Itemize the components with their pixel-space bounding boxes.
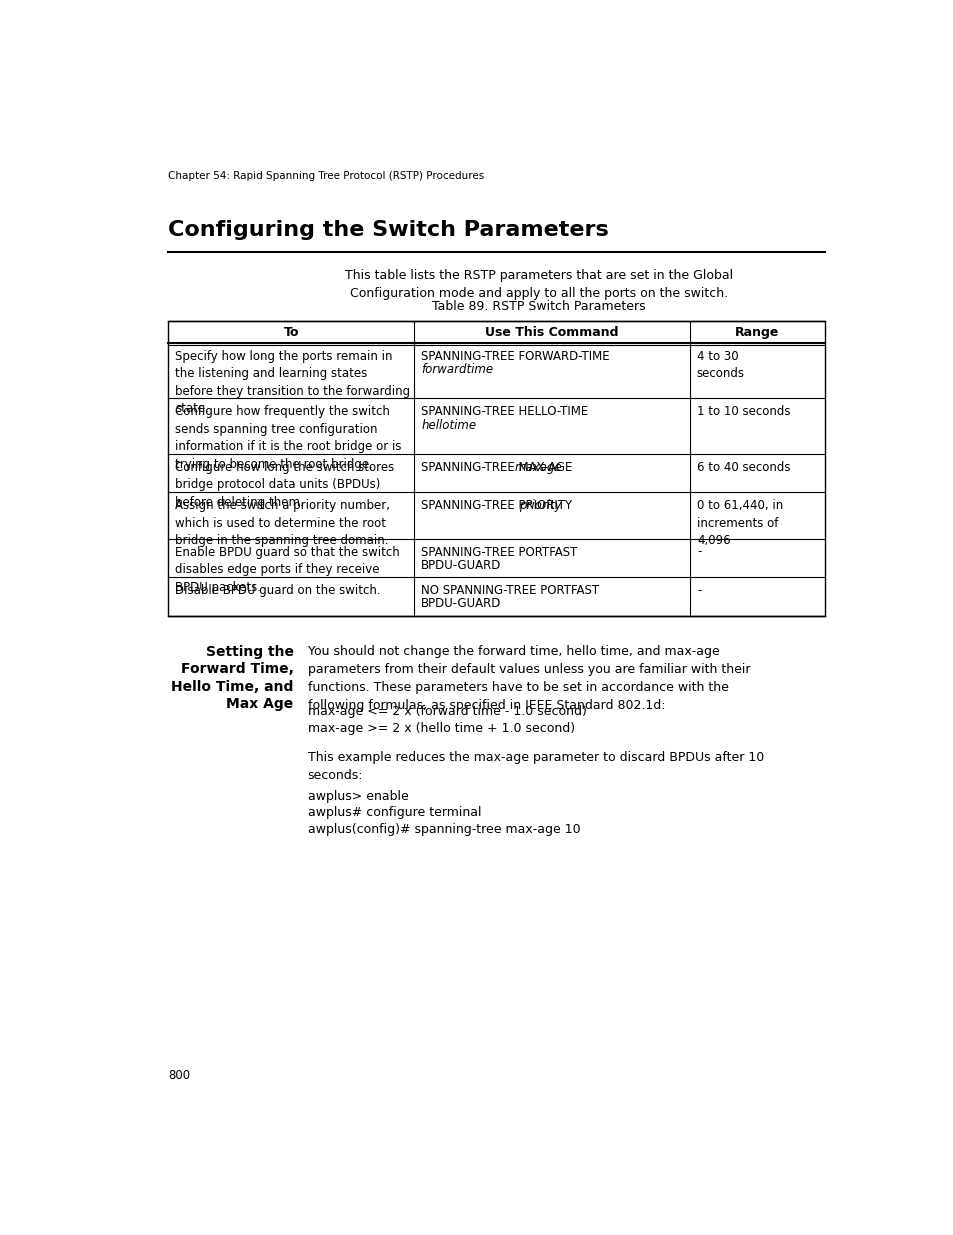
Text: Range: Range — [734, 326, 779, 338]
Text: SPANNING-TREE FORWARD-TIME: SPANNING-TREE FORWARD-TIME — [421, 350, 609, 363]
Text: This example reduces the max-age parameter to discard BPDUs after 10
seconds:: This example reduces the max-age paramet… — [307, 751, 763, 782]
Text: Chapter 54: Rapid Spanning Tree Protocol (RSTP) Procedures: Chapter 54: Rapid Spanning Tree Protocol… — [168, 172, 484, 182]
Text: Table 89. RSTP Switch Parameters: Table 89. RSTP Switch Parameters — [432, 300, 645, 312]
Text: BPDU-GUARD: BPDU-GUARD — [421, 598, 501, 610]
Text: hellotime: hellotime — [421, 419, 476, 432]
Text: awplus# configure terminal: awplus# configure terminal — [307, 806, 480, 819]
Text: SPANNING-TREE PORTFAST: SPANNING-TREE PORTFAST — [421, 546, 577, 558]
Text: 4 to 30
seconds: 4 to 30 seconds — [697, 350, 744, 380]
Text: SPANNING-TREE HELLO-TIME: SPANNING-TREE HELLO-TIME — [421, 405, 588, 419]
Text: SPANNING-TREE MAX-AGE: SPANNING-TREE MAX-AGE — [421, 461, 576, 474]
Text: BPDU-GUARD: BPDU-GUARD — [421, 559, 501, 572]
Text: Hello Time, and: Hello Time, and — [172, 679, 294, 694]
Text: NO SPANNING-TREE PORTFAST: NO SPANNING-TREE PORTFAST — [421, 584, 598, 597]
Text: Specify how long the ports remain in
the listening and learning states
before th: Specify how long the ports remain in the… — [174, 350, 410, 415]
Text: max-age <= 2 x (forward time - 1.0 second): max-age <= 2 x (forward time - 1.0 secon… — [307, 705, 586, 718]
Text: max-age >= 2 x (hello time + 1.0 second): max-age >= 2 x (hello time + 1.0 second) — [307, 721, 574, 735]
Text: You should not change the forward time, hello time, and max-age
parameters from : You should not change the forward time, … — [307, 645, 749, 711]
Text: -: - — [697, 546, 700, 558]
Text: maxage: maxage — [515, 461, 562, 474]
Text: Forward Time,: Forward Time, — [180, 662, 294, 677]
Text: awplus(config)# spanning-tree max-age 10: awplus(config)# spanning-tree max-age 10 — [307, 823, 579, 836]
Text: Configure how long the switch stores
bridge protocol data units (BPDUs)
before d: Configure how long the switch stores bri… — [174, 461, 394, 509]
Text: Assign the switch a priority number,
which is used to determine the root
bridge : Assign the switch a priority number, whi… — [174, 499, 390, 547]
Text: Disable BPDU guard on the switch.: Disable BPDU guard on the switch. — [174, 584, 380, 597]
Text: 0 to 61,440, in
increments of
4,096: 0 to 61,440, in increments of 4,096 — [697, 499, 782, 547]
Text: This table lists the RSTP parameters that are set in the Global
Configuration mo: This table lists the RSTP parameters tha… — [344, 269, 732, 300]
Text: Max Age: Max Age — [226, 697, 294, 711]
Text: -: - — [697, 584, 700, 597]
Text: SPANNING-TREE PRIORITY: SPANNING-TREE PRIORITY — [421, 499, 576, 513]
Text: Use This Command: Use This Command — [485, 326, 618, 338]
Bar — [168, 321, 823, 615]
Text: priority: priority — [518, 499, 561, 513]
Text: 6 to 40 seconds: 6 to 40 seconds — [697, 461, 790, 474]
Text: Configure how frequently the switch
sends spanning tree configuration
informatio: Configure how frequently the switch send… — [174, 405, 401, 471]
Text: forwardtime: forwardtime — [421, 363, 493, 377]
Text: awplus> enable: awplus> enable — [307, 789, 408, 803]
Text: Configuring the Switch Parameters: Configuring the Switch Parameters — [168, 220, 608, 240]
Text: Enable BPDU guard so that the switch
disables edge ports if they receive
BPDU pa: Enable BPDU guard so that the switch dis… — [174, 546, 399, 594]
Text: To: To — [283, 326, 298, 338]
Text: 1 to 10 seconds: 1 to 10 seconds — [697, 405, 790, 419]
Text: Setting the: Setting the — [206, 645, 294, 658]
Text: 800: 800 — [168, 1070, 190, 1082]
